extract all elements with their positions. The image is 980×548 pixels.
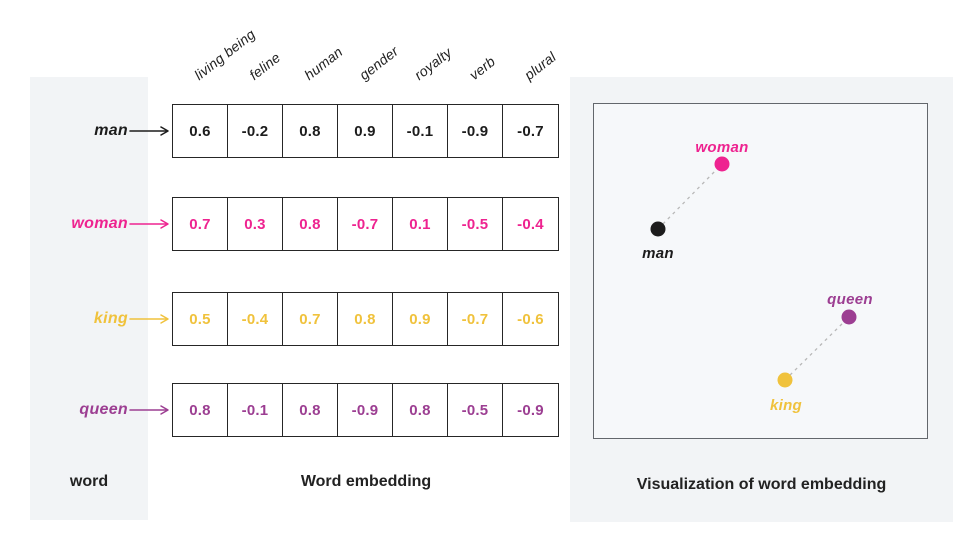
embedding-cell-queen-royalty: 0.8 — [393, 384, 448, 436]
word-label-queen: queen — [79, 401, 128, 418]
word-label-woman: woman — [71, 215, 128, 232]
embedding-cell-woman-human: 0.8 — [283, 198, 338, 250]
caption-word: word — [69, 473, 109, 490]
column-header-human: human — [301, 43, 346, 83]
right-arrow-icon — [129, 314, 169, 324]
scatter-point-queen — [841, 309, 857, 325]
column-header-plural: plural — [521, 48, 559, 83]
similarity-link-king-queen — [784, 316, 850, 381]
column-header-living-being: living being — [191, 25, 259, 83]
scatter-point-man — [650, 221, 666, 237]
embedding-vector-man: 0.6 -0.2 0.8 0.9 -0.1 -0.9 -0.7 — [172, 104, 559, 158]
word-label-king: king — [93, 310, 128, 327]
embedding-cell-man-gender: 0.9 — [338, 105, 393, 157]
word-label-man: man — [94, 122, 128, 139]
embedding-cell-king-verb: -0.7 — [448, 293, 503, 345]
embedding-row-king: king 0.5 -0.4 0.7 0.8 0.9 -0.7 -0.6 — [30, 292, 559, 346]
embedding-cell-man-living-being: 0.6 — [173, 105, 228, 157]
embedding-cell-woman-gender: -0.7 — [338, 198, 393, 250]
caption-word-embedding: Word embedding — [300, 473, 432, 490]
embedding-cell-queen-living-being: 0.8 — [173, 384, 228, 436]
embedding-cell-king-living-being: 0.5 — [173, 293, 228, 345]
embedding-vector-woman: 0.7 0.3 0.8 -0.7 0.1 -0.5 -0.4 — [172, 197, 559, 251]
embedding-cell-man-plural: -0.7 — [517, 122, 544, 140]
column-header-verb: verb — [466, 53, 499, 83]
embedding-cell-woman-royalty: 0.1 — [393, 198, 448, 250]
embedding-cell-woman-feline: 0.3 — [228, 198, 283, 250]
embedding-cell-queen-feline: -0.1 — [228, 384, 283, 436]
similarity-link-man-woman — [657, 163, 723, 230]
embedding-cell-man-verb: -0.9 — [448, 105, 503, 157]
scatter-point-woman — [714, 156, 730, 172]
embedding-vector-queen: 0.8 -0.1 0.8 -0.9 0.8 -0.5 -0.9 — [172, 383, 559, 437]
embedding-cell-queen-gender: -0.9 — [338, 384, 393, 436]
scatter-plot-box: man woman king queen — [593, 103, 928, 439]
caption-visualization: Visualization of word embedding — [636, 476, 887, 493]
embedding-cell-queen-human: 0.8 — [283, 384, 338, 436]
scatter-label-man: man — [642, 245, 674, 262]
scatter-plot: man woman king queen — [642, 139, 873, 414]
embedding-row-woman: woman 0.7 0.3 0.8 -0.7 0.1 -0.5 -0.4 — [30, 197, 559, 251]
scatter-label-woman: woman — [695, 139, 748, 156]
embedding-cell-king-human: 0.7 — [283, 293, 338, 345]
scatter-point-king — [777, 372, 793, 388]
right-arrow-icon — [129, 219, 169, 229]
embedding-row-queen: queen 0.8 -0.1 0.8 -0.9 0.8 -0.5 -0.9 — [30, 383, 559, 437]
embedding-cell-woman-living-being: 0.7 — [173, 198, 228, 250]
embedding-cell-king-feline: -0.4 — [228, 293, 283, 345]
scatter-label-queen: queen — [827, 291, 873, 308]
embedding-cell-king-royalty: 0.9 — [393, 293, 448, 345]
embedding-cell-woman-plural: -0.4 — [517, 215, 544, 233]
embedding-cell-queen-plural: -0.9 — [517, 401, 544, 419]
embedding-cell-king-gender: 0.8 — [338, 293, 393, 345]
embedding-cell-king-plural: -0.6 — [517, 310, 544, 328]
scatter-label-king: king — [770, 397, 802, 414]
embedding-cell-man-human: 0.8 — [283, 105, 338, 157]
column-header-gender: gender — [356, 42, 402, 83]
embedding-row-man: man 0.6 -0.2 0.8 0.9 -0.1 -0.9 -0.7 — [30, 104, 559, 158]
column-headers: living being feline human gender royalty verb… — [0, 0, 980, 83]
embedding-cell-man-feline: -0.2 — [228, 105, 283, 157]
column-header-feline: feline — [246, 49, 284, 83]
embedding-cell-man-royalty: -0.1 — [393, 105, 448, 157]
right-arrow-icon — [129, 405, 169, 415]
right-arrow-icon — [129, 126, 169, 136]
embedding-vector-king: 0.5 -0.4 0.7 0.8 0.9 -0.7 -0.6 — [172, 292, 559, 346]
embedding-cell-queen-verb: -0.5 — [448, 384, 503, 436]
visualization-panel: man woman king queen — [570, 77, 953, 522]
embedding-cell-woman-verb: -0.5 — [448, 198, 503, 250]
column-header-royalty: royalty — [411, 44, 455, 83]
word-column-panel — [30, 77, 148, 520]
